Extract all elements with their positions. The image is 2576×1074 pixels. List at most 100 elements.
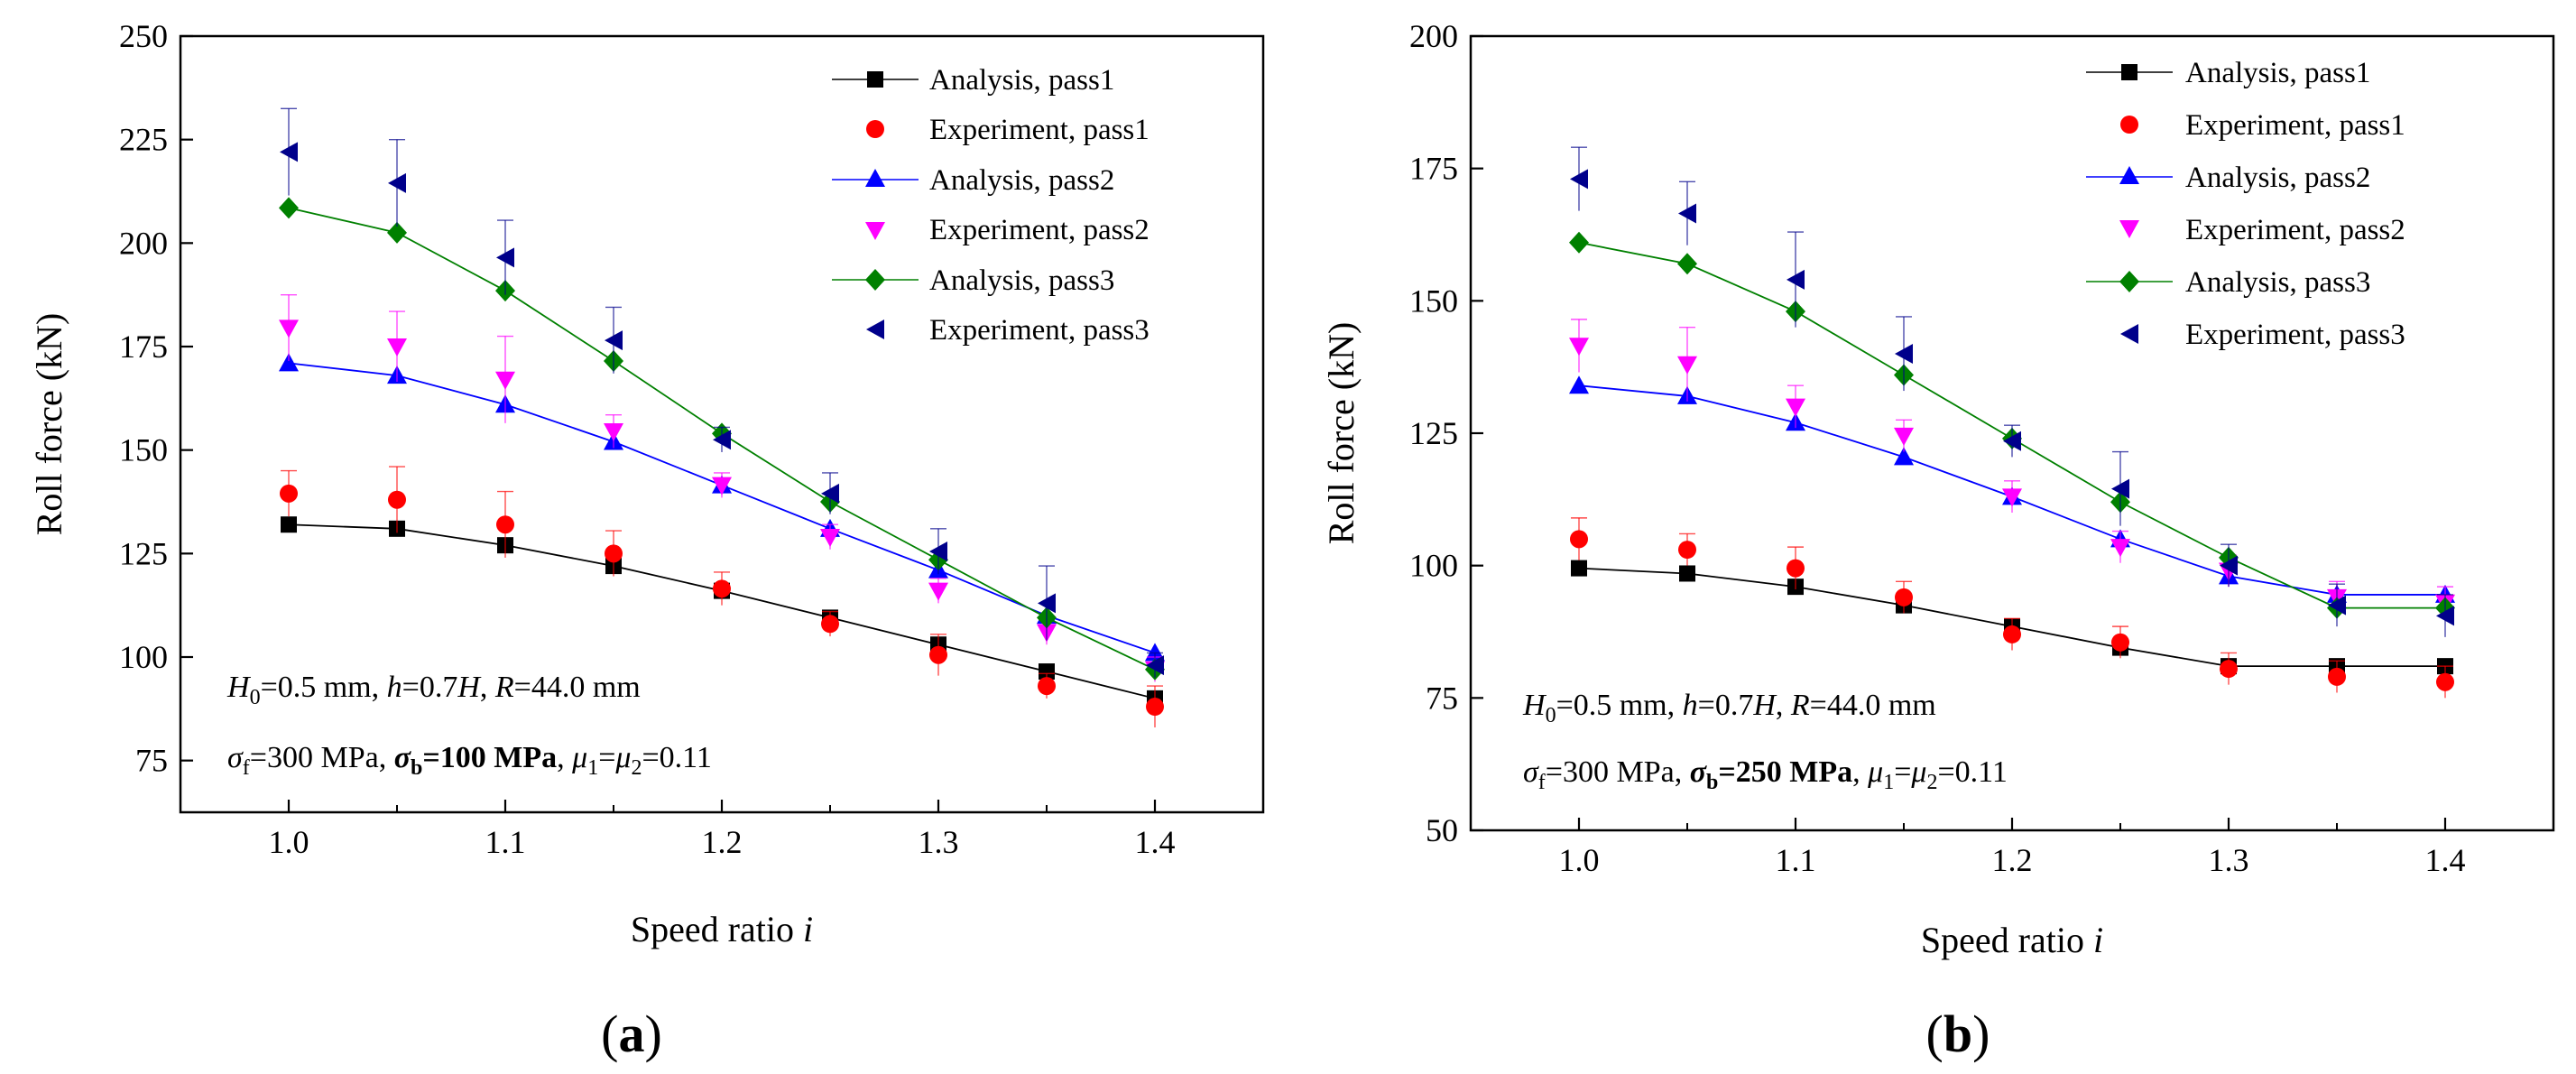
legend-item-2: Analysis, pass2 bbox=[832, 164, 1114, 197]
legend-item-3: Experiment, pass2 bbox=[2119, 214, 2405, 246]
y-tick-label: 200 bbox=[119, 225, 168, 261]
legend-item-3: Experiment, pass2 bbox=[865, 214, 1150, 246]
series-6 bbox=[280, 107, 1164, 678]
y-ticks: 50 75 100 125 150 175 200 bbox=[1409, 18, 1483, 848]
x-tick-label: 1.1 bbox=[485, 824, 526, 860]
data-point-triangle-up bbox=[279, 353, 299, 372]
chart-panel-a: 1.0 1.1 1.2 1.3 1.4 75100125150175200225250 … bbox=[29, 18, 1265, 1063]
data-point-triangle-left bbox=[2003, 431, 2021, 451]
data-point-circle bbox=[821, 615, 839, 634]
legend-marker-circle bbox=[2120, 116, 2138, 134]
data-point-triangle-left bbox=[388, 172, 406, 193]
data-point-circle bbox=[280, 484, 298, 503]
legend-label: Analysis, pass3 bbox=[2185, 266, 2370, 299]
y-tick-label: 150 bbox=[1409, 282, 1458, 319]
data-point-triangle-left bbox=[821, 483, 839, 504]
panel-label: (a) bbox=[601, 1005, 662, 1063]
series-line bbox=[1578, 567, 2445, 668]
data-point-triangle-up bbox=[1894, 447, 1914, 466]
conditions-annotation-line1: H0=0.5 mm, h=0.7H, R=44.0 mm bbox=[226, 671, 641, 709]
legend-marker-triangle-up bbox=[865, 169, 885, 187]
data-point-triangle-down bbox=[1569, 338, 1589, 356]
data-point-triangle-left bbox=[2436, 606, 2454, 626]
y-tick-label: 175 bbox=[119, 329, 168, 365]
legend-marker-triangle-down bbox=[2119, 220, 2139, 238]
data-point-triangle-down bbox=[1786, 398, 1805, 417]
y-tick-label: 75 bbox=[1426, 680, 1458, 716]
y-tick-label: 50 bbox=[1426, 812, 1458, 848]
data-point-circle bbox=[2220, 660, 2238, 679]
data-point-triangle-left bbox=[280, 142, 298, 162]
data-point-circle bbox=[713, 579, 731, 598]
y-ticks: 75 100 125 150 175 200 225 250 bbox=[119, 18, 193, 779]
legend-label: Analysis, pass1 bbox=[2185, 57, 2370, 89]
legend-label: Analysis, pass2 bbox=[2185, 162, 2370, 194]
legend-label: Experiment, pass2 bbox=[2185, 214, 2405, 246]
x-axis-label: Speed ratio i bbox=[1921, 920, 2103, 960]
data-point-triangle-up bbox=[1569, 375, 1589, 394]
data-point-square bbox=[1039, 663, 1055, 681]
series-layer bbox=[1569, 146, 2455, 699]
x-ticks: 1.0 1.1 1.2 1.3 1.4 bbox=[269, 800, 1176, 860]
conditions-annotation-line2: σf=300 MPa, σb=100 MPa, μ1=μ2=0.11 bbox=[227, 741, 712, 780]
y-tick-label: 125 bbox=[1409, 415, 1458, 451]
y-axis-label: Roll force (kN) bbox=[1321, 322, 1362, 545]
data-point-triangle-left bbox=[929, 542, 947, 562]
x-tick-label: 1.3 bbox=[2209, 842, 2249, 878]
legend-item-4: Analysis, pass3 bbox=[832, 264, 1114, 297]
series-2 bbox=[280, 466, 1164, 727]
y-tick-label: 125 bbox=[119, 535, 168, 571]
data-point-triangle-left bbox=[2328, 595, 2346, 616]
data-point-circle bbox=[2003, 625, 2021, 643]
data-point-triangle-left bbox=[2220, 555, 2238, 576]
data-point-triangle-left bbox=[496, 247, 514, 268]
legend-marker-diamond bbox=[865, 269, 885, 291]
x-axis-label: Speed ratio i bbox=[631, 909, 813, 949]
data-point-circle bbox=[1146, 698, 1164, 717]
legend-label: Experiment, pass2 bbox=[929, 214, 1150, 246]
data-point-triangle-left bbox=[713, 430, 731, 450]
legend-item-1: Experiment, pass1 bbox=[866, 114, 1150, 146]
data-point-triangle-down bbox=[2002, 488, 2022, 507]
legend-label: Experiment, pass3 bbox=[929, 314, 1150, 347]
legend-item-1: Experiment, pass1 bbox=[2120, 109, 2405, 142]
data-point-triangle-down bbox=[1894, 427, 1914, 446]
legend-label: Experiment, pass3 bbox=[2185, 319, 2405, 351]
data-point-triangle-down bbox=[279, 319, 299, 338]
x-ticks: 1.0 1.1 1.2 1.3 1.4 bbox=[1559, 818, 2466, 878]
data-point-circle bbox=[929, 645, 947, 664]
data-point-circle bbox=[1678, 541, 1696, 560]
data-point-square bbox=[1679, 565, 1695, 582]
y-tick-label: 150 bbox=[119, 432, 168, 468]
chart-panel-b: 1.0 1.1 1.2 1.3 1.4 50 75 100 125 150 175 200 Roll… bbox=[1321, 18, 2555, 1063]
x-tick-label: 1.2 bbox=[702, 824, 743, 860]
data-point-diamond bbox=[387, 221, 407, 244]
data-point-circle bbox=[2436, 672, 2454, 691]
y-tick-label: 175 bbox=[1409, 151, 1458, 187]
legend-marker-circle bbox=[866, 120, 884, 138]
data-point-triangle-down bbox=[387, 338, 407, 356]
data-point-square bbox=[281, 516, 297, 533]
x-tick-label: 1.1 bbox=[1776, 842, 1816, 878]
data-point-triangle-down bbox=[820, 528, 840, 547]
x-tick-label: 1.0 bbox=[1559, 842, 1600, 878]
data-point-square bbox=[1571, 560, 1587, 577]
data-point-triangle-left bbox=[1895, 344, 1913, 364]
x-tick-label: 1.4 bbox=[2425, 842, 2466, 878]
y-tick-label: 250 bbox=[119, 18, 168, 54]
data-point-diamond bbox=[1677, 253, 1697, 275]
legend-marker-diamond bbox=[2119, 271, 2139, 292]
series-4 bbox=[1569, 319, 2455, 619]
data-point-circle bbox=[1895, 588, 1913, 606]
y-tick-label: 100 bbox=[119, 639, 168, 675]
data-point-triangle-down bbox=[928, 582, 948, 601]
series-1 bbox=[1571, 560, 2453, 675]
data-point-triangle-down bbox=[712, 477, 732, 495]
legend: Analysis, pass1 Experiment, pass1 Analys… bbox=[832, 64, 1150, 347]
data-point-triangle-left bbox=[1787, 269, 1805, 290]
legend-marker-triangle-left bbox=[2120, 324, 2138, 344]
data-point-circle bbox=[2111, 633, 2129, 652]
legend-marker-triangle-up bbox=[2119, 166, 2139, 184]
data-point-circle bbox=[1038, 677, 1056, 696]
x-tick-label: 1.0 bbox=[269, 824, 309, 860]
